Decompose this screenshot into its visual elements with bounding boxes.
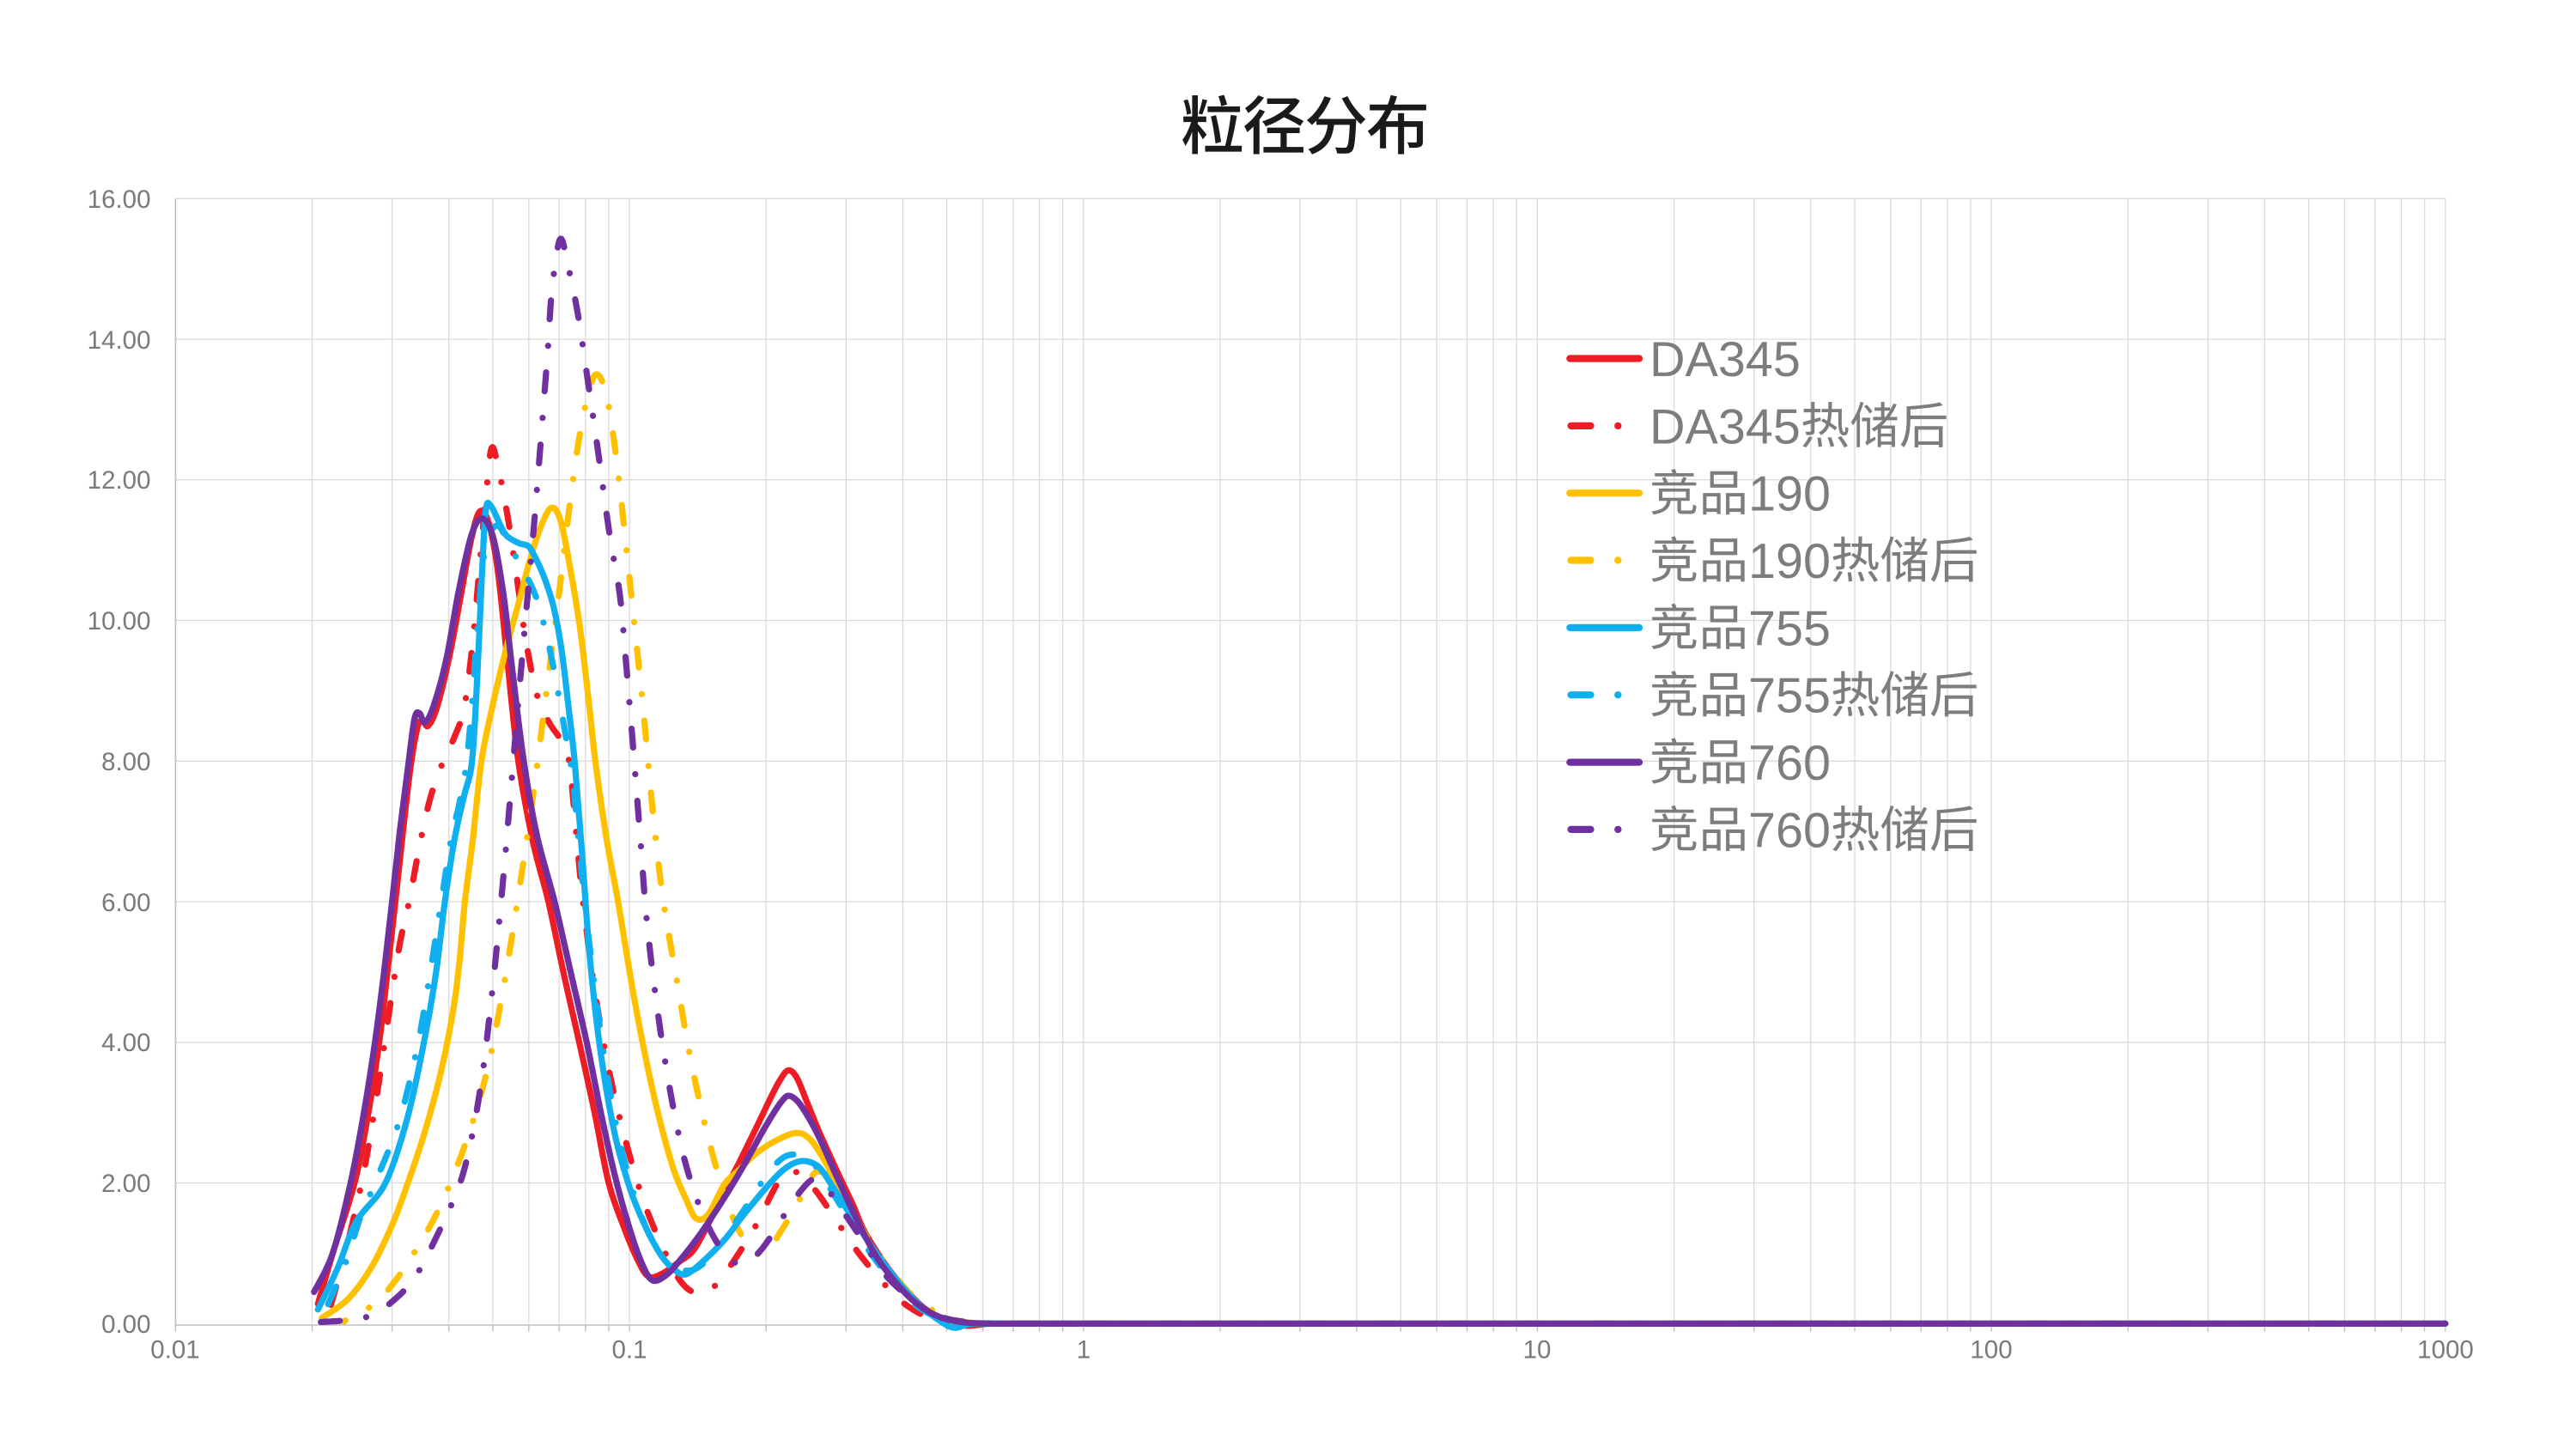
svg-text:755: 755 xyxy=(1748,601,1831,656)
svg-text:0.01: 0.01 xyxy=(150,1336,199,1365)
svg-text:DA345: DA345 xyxy=(1649,332,1801,387)
svg-text:100: 100 xyxy=(1970,1336,2012,1365)
svg-text:14.00: 14.00 xyxy=(88,326,151,355)
svg-text:755: 755 xyxy=(1748,669,1831,724)
svg-text:4.00: 4.00 xyxy=(101,1029,150,1057)
svg-text:0.00: 0.00 xyxy=(101,1310,150,1339)
svg-text:760: 760 xyxy=(1748,803,1831,858)
svg-text:10: 10 xyxy=(1523,1336,1552,1365)
svg-text:8.00: 8.00 xyxy=(101,748,150,776)
svg-text:16.00: 16.00 xyxy=(88,185,151,214)
svg-text:12.00: 12.00 xyxy=(88,466,151,495)
svg-text:10.00: 10.00 xyxy=(88,607,151,635)
svg-text:6.00: 6.00 xyxy=(101,889,150,917)
svg-text:DA345: DA345 xyxy=(1649,399,1801,454)
svg-text:190: 190 xyxy=(1748,467,1831,522)
svg-text:760: 760 xyxy=(1748,736,1831,791)
svg-text:1: 1 xyxy=(1077,1336,1091,1365)
svg-text:190: 190 xyxy=(1748,534,1831,589)
svg-text:1000: 1000 xyxy=(2417,1336,2474,1365)
svg-text:2.00: 2.00 xyxy=(101,1170,150,1198)
svg-text:0.1: 0.1 xyxy=(611,1336,647,1365)
